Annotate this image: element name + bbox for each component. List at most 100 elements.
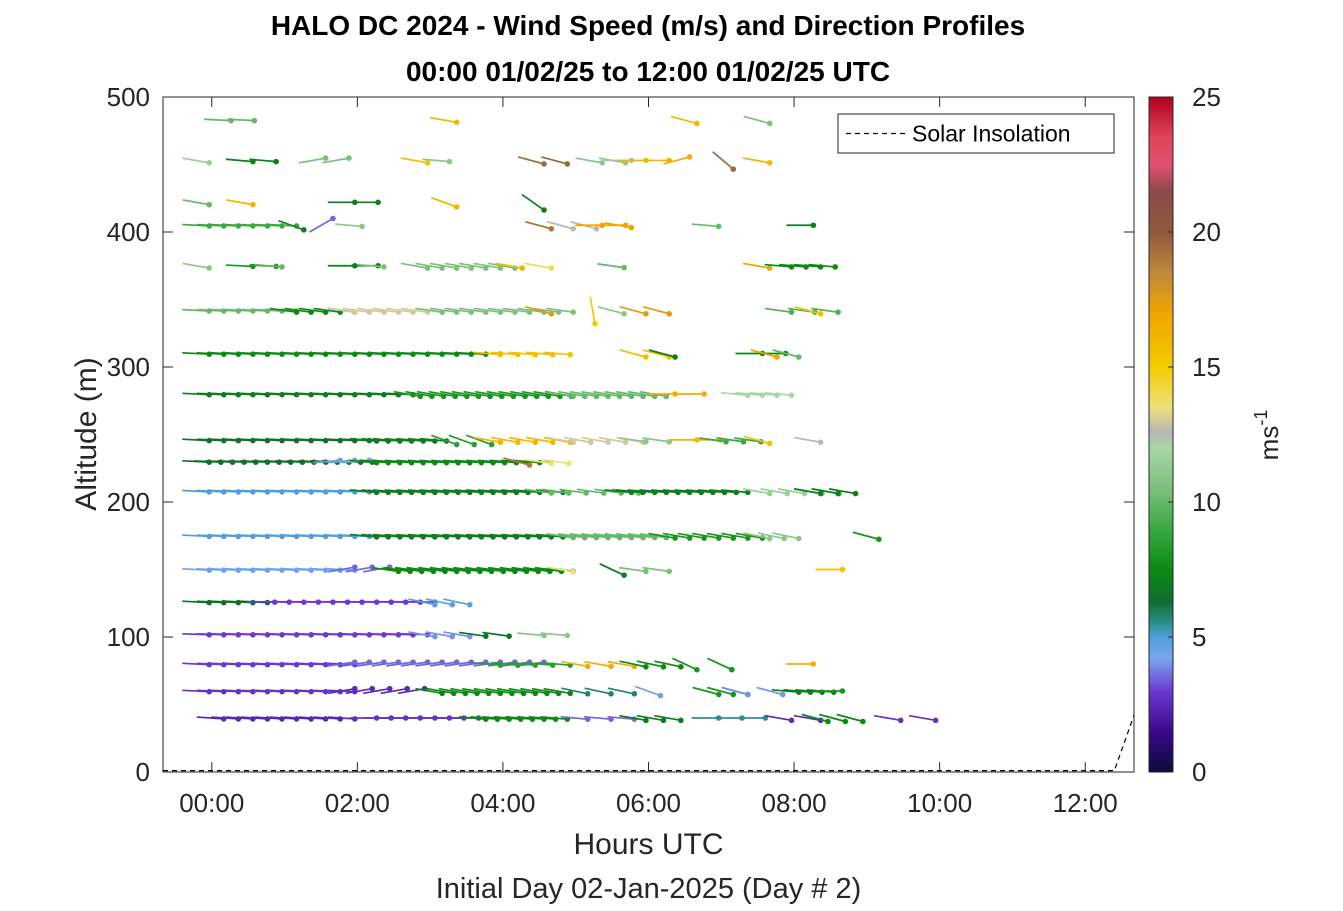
wind-arrow-head	[359, 223, 365, 230]
wind-arrow-shaft	[371, 307, 399, 314]
wind-arrow-shaft	[372, 489, 400, 494]
wind-arrow-head	[672, 354, 678, 360]
wind-arrow-head	[250, 201, 256, 208]
wind-arrow-shaft	[345, 687, 373, 695]
colorbar-tick-label: 5	[1192, 622, 1206, 652]
wind-arrow-shaft	[721, 532, 748, 539]
x-tick-label: 10:00	[907, 788, 972, 818]
wind-arrow-shaft	[454, 459, 482, 464]
wind-arrow-head	[206, 201, 213, 208]
wind-arrow-head	[810, 661, 817, 667]
colorbar-tick-label: 15	[1192, 352, 1221, 382]
wind-arrow-shaft	[709, 489, 737, 494]
wind-arrow-shaft	[510, 390, 537, 398]
wind-arrow-shaft	[525, 220, 552, 230]
wind-arrow-shaft	[298, 157, 326, 164]
wind-arrow-shaft	[517, 156, 545, 165]
wind-arrow-shaft	[706, 686, 734, 696]
wind-arrow-shaft	[540, 632, 568, 637]
wind-arrow-shaft	[429, 566, 457, 573]
wind-arrow-shaft	[493, 715, 521, 721]
wind-arrow-head	[825, 718, 831, 725]
wind-arrow-shaft	[541, 488, 569, 494]
wind-arrow-shaft	[508, 687, 536, 695]
wind-arrow-shaft	[371, 661, 399, 667]
wind-arrow-shaft	[407, 489, 435, 494]
wind-arrow-shaft	[811, 488, 839, 495]
wind-arrow-shaft	[521, 193, 545, 211]
wind-arrow-shaft	[692, 686, 719, 696]
wind-arrow-head	[453, 441, 460, 448]
wind-arrow-shaft	[670, 115, 698, 125]
wind-arrow-head	[549, 439, 556, 446]
wind-arrow-shaft	[458, 307, 486, 314]
wind-arrow-head	[570, 225, 576, 232]
wind-arrow-shaft	[581, 533, 609, 539]
wind-arrow-shaft	[712, 151, 734, 170]
wind-arrow-head	[584, 691, 591, 697]
wind-arrow-shaft	[742, 157, 770, 164]
wind-arrow-head	[439, 265, 445, 271]
wind-arrow-shaft	[546, 533, 574, 539]
wind-arrow-shaft	[540, 715, 568, 721]
wind-arrow-shaft	[431, 196, 457, 208]
wind-arrow-shaft	[400, 262, 428, 269]
wind-arrow-shaft	[525, 661, 553, 667]
wind-arrow-head	[842, 718, 849, 725]
wind-arrow-shaft	[362, 687, 390, 695]
wind-arrow-head	[643, 568, 649, 575]
legend-solar-label: Solar Insolation	[912, 121, 1071, 147]
wind-arrow-shaft	[541, 156, 568, 165]
wind-arrow-shaft	[836, 713, 864, 723]
wind-arrow-head	[643, 438, 649, 445]
wind-arrow-head	[351, 716, 358, 722]
wind-arrow-shaft	[372, 533, 400, 538]
solar-insolation-line	[163, 715, 1135, 772]
wind-arrow-shaft	[743, 435, 770, 445]
wind-arrow-head	[835, 490, 841, 497]
plot-area-border	[162, 96, 1135, 773]
wind-arrow-shaft	[721, 686, 749, 696]
wind-arrow-shaft	[459, 262, 486, 269]
wind-arrow-shaft	[182, 199, 210, 206]
y-tick-label: 0	[136, 757, 150, 787]
wind-arrow-shaft	[793, 714, 821, 722]
wind-arrow-head	[375, 199, 381, 206]
wind-arrow-head	[565, 490, 572, 496]
wind-arrow-shaft	[498, 390, 526, 398]
wind-arrow-shaft	[546, 307, 574, 314]
wind-arrow-head	[432, 633, 438, 640]
wind-arrow-shaft	[619, 305, 647, 315]
wind-arrow-head	[643, 354, 649, 360]
wind-arrow-head	[404, 685, 410, 692]
wind-arrow-head	[766, 490, 773, 497]
wind-arrow-shaft	[322, 157, 350, 164]
wind-arrow-shaft	[440, 390, 468, 398]
wind-arrow-shaft	[627, 390, 655, 398]
wind-arrow-shaft	[508, 661, 536, 667]
wind-arrow-head	[621, 310, 627, 317]
wind-arrow-shaft	[607, 715, 635, 721]
wind-arrow-shaft	[764, 714, 792, 722]
wind-arrow-shaft	[196, 716, 224, 720]
wind-arrow-shaft	[808, 263, 836, 268]
wind-arrow-head	[466, 633, 473, 640]
wind-arrow-head	[788, 392, 795, 398]
wind-arrow-shaft	[393, 390, 421, 398]
wind-arrow-shaft	[384, 489, 412, 494]
wind-arrow-shaft	[584, 660, 612, 668]
wind-arrow-head	[446, 158, 453, 165]
wind-arrow-shaft	[407, 533, 435, 538]
wind-arrow-shaft	[454, 533, 482, 538]
wind-arrow-shaft	[648, 532, 676, 539]
wind-arrow-shaft	[793, 436, 821, 444]
wind-arrow-shaft	[357, 307, 385, 314]
wind-arrow-head	[424, 159, 431, 166]
wind-arrow-head	[666, 310, 673, 317]
wind-arrow-head	[740, 438, 747, 445]
y-tick-label: 400	[107, 217, 150, 247]
wind-arrow-shaft	[627, 533, 655, 539]
wind-arrow-shaft	[451, 390, 479, 398]
wind-arrow-shaft	[772, 349, 800, 358]
